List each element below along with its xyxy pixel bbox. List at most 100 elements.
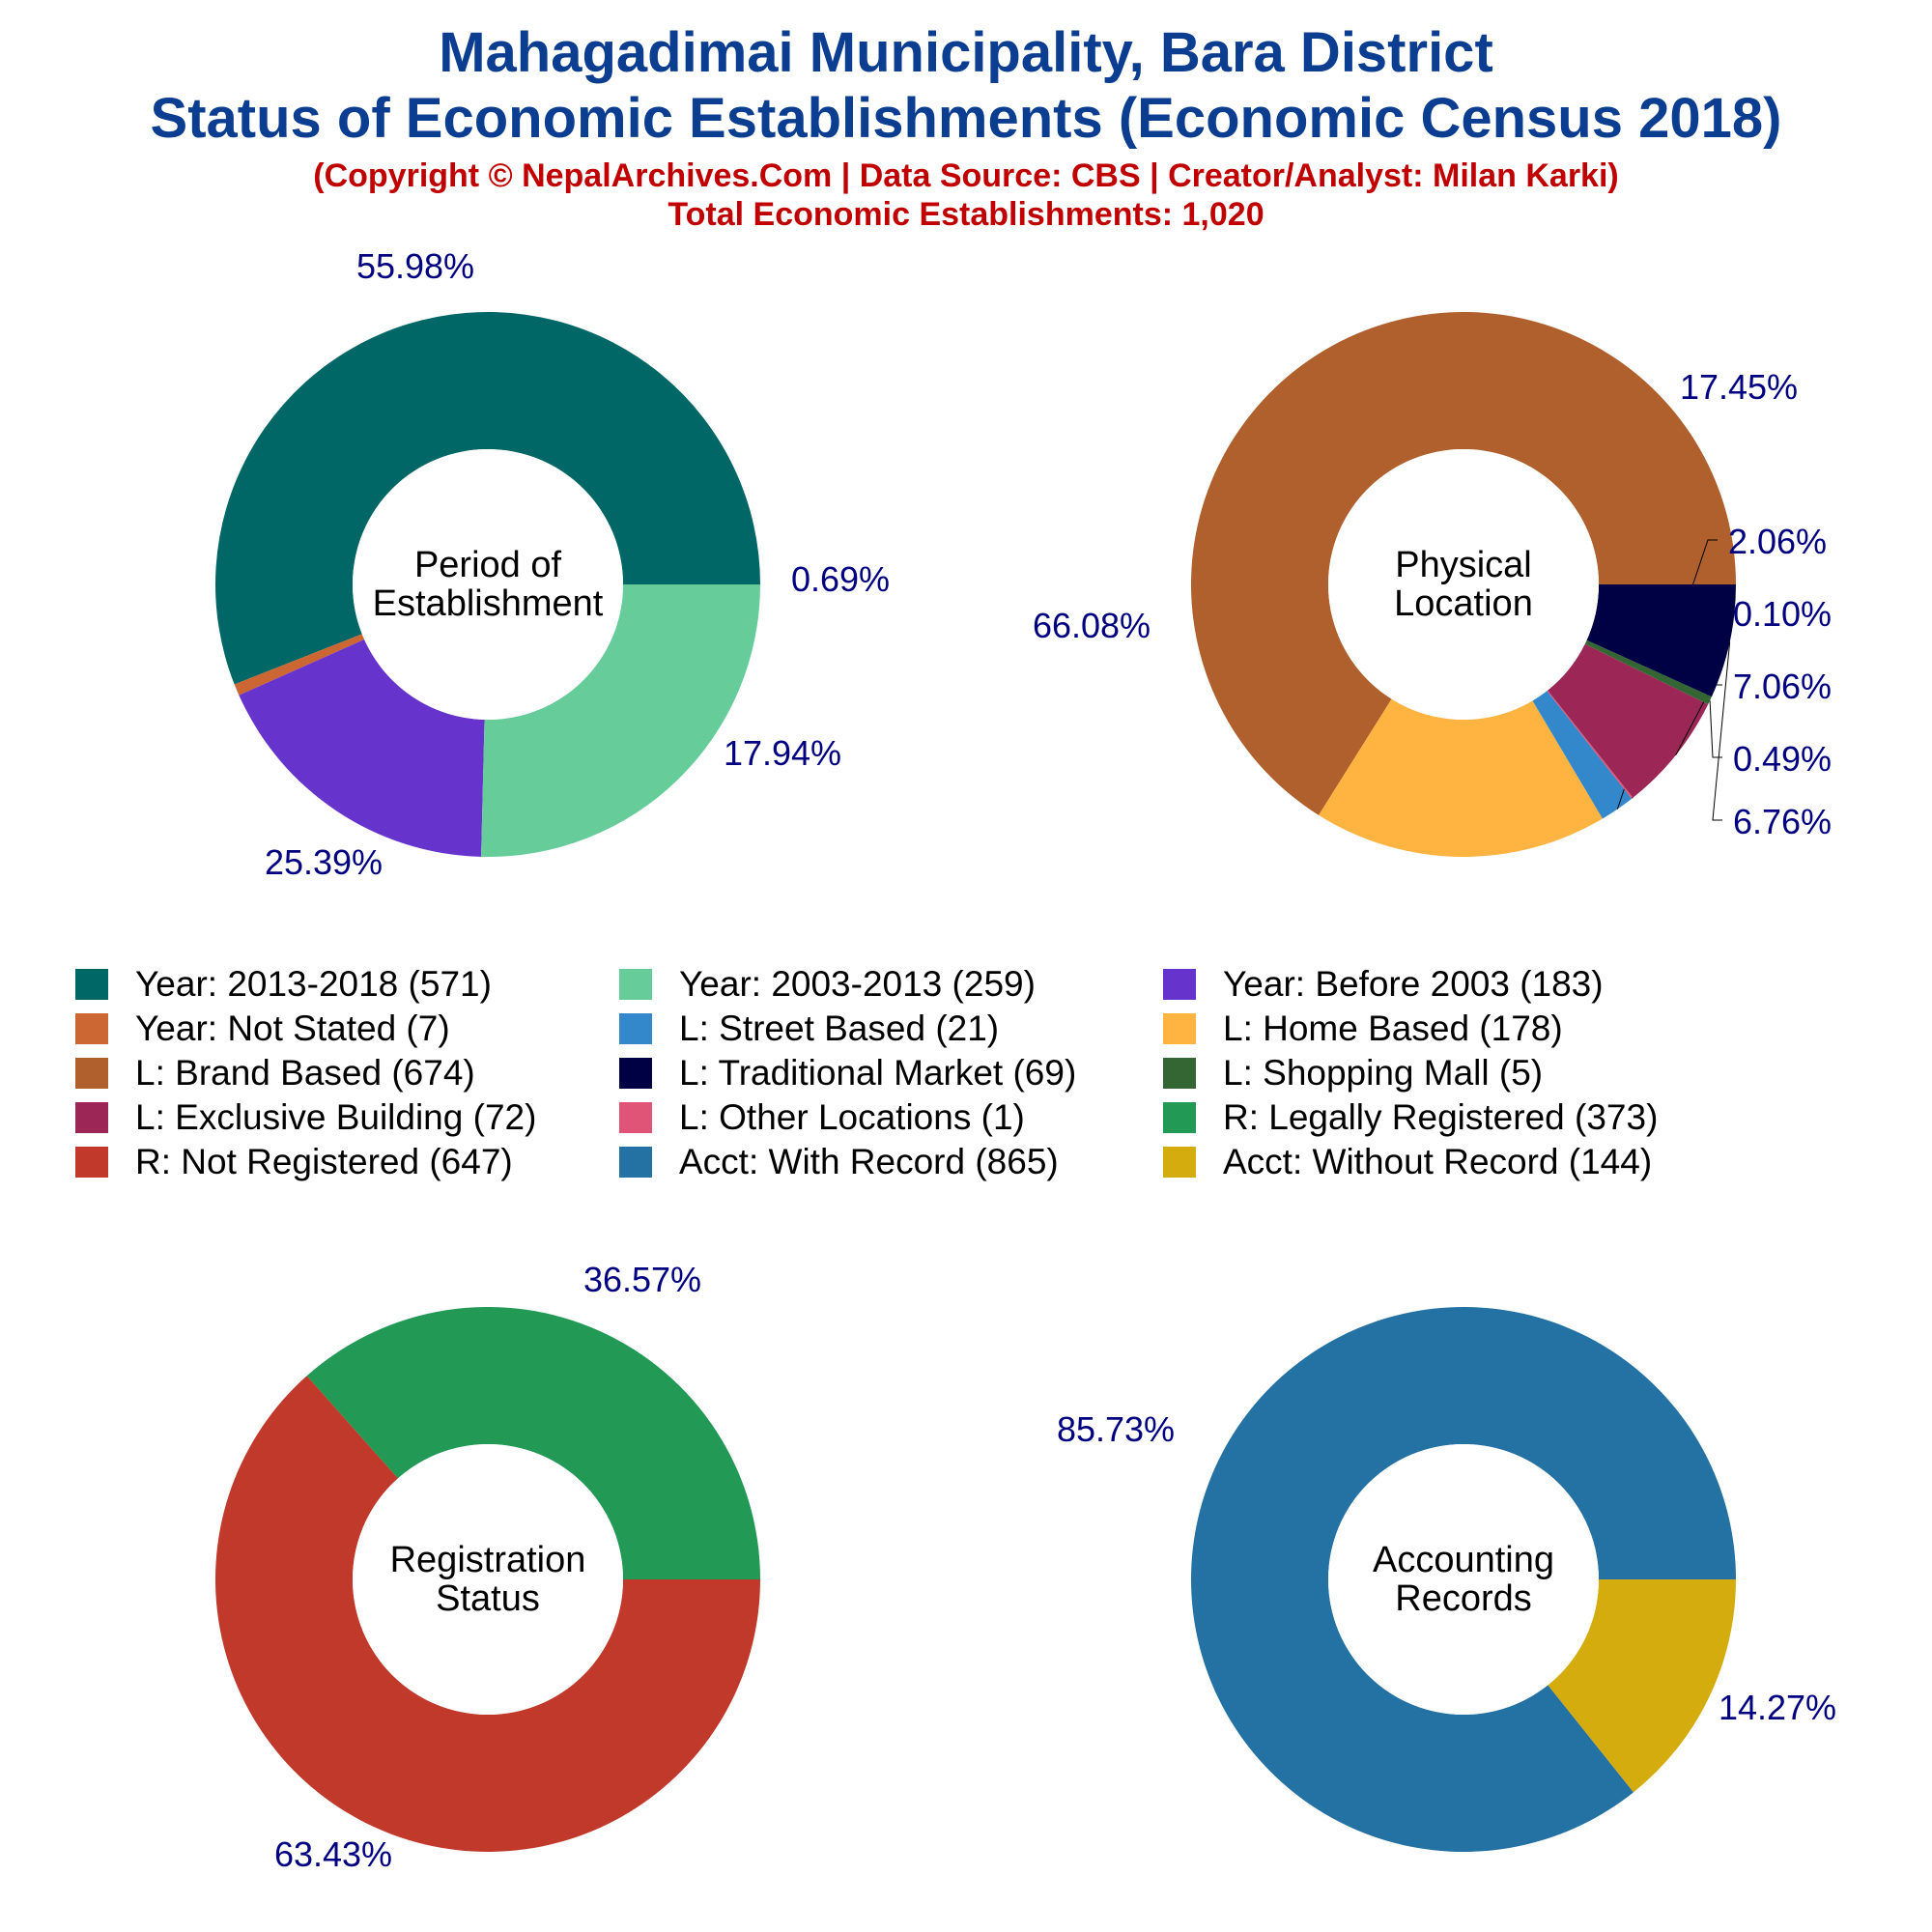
legend-row: R: Not Registered (647) Acct: With Record… [75,1140,1911,1184]
legend-swatch [619,1058,652,1089]
legend-item: L: Exclusive Building (72) [75,1097,619,1138]
chart-title-line-1: Mahagadimai Municipality, Bara District [439,21,1493,84]
legend-label: Acct: Without Record (144) [1223,1142,1653,1181]
donut-slice [1319,698,1603,857]
legend-item: Year: Before 2003 (183) [1163,964,1707,1005]
legend-item: Year: 2013-2018 (571) [75,964,619,1005]
center-label: Location [1394,583,1533,624]
legend-swatch [75,1013,108,1044]
legend-swatch [619,1147,652,1178]
data-label: 25.39% [265,842,383,882]
legend-label: Year: 2003-2013 (259) [679,964,1036,1004]
legend-label: R: Legally Registered (373) [1223,1097,1659,1137]
total-establishments: Total Economic Establishments: 1,020 [668,196,1264,233]
legend-item: Year: 2003-2013 (259) [619,964,1163,1005]
legend-swatch [619,969,652,1000]
data-label: 2.06% [1728,522,1827,561]
legend-label: L: Shopping Mall (5) [1223,1053,1544,1093]
legend-item: L: Shopping Mall (5) [1163,1053,1707,1094]
data-label: 0.10% [1733,594,1832,634]
legend-item: R: Legally Registered (373) [1163,1097,1707,1138]
donut-slice [1532,691,1633,819]
donut-chart: 55.98% 0.69% 17.94% 25.39% Period ofEstablis… [214,246,890,882]
legend-label: Year: 2013-2018 (571) [135,964,492,1004]
donut-slice [214,311,760,685]
data-label: 17.94% [724,733,841,773]
legend-swatch [1163,969,1196,1000]
legend-item: L: Home Based (178) [1163,1009,1707,1049]
chart-subtitle: (Copyright © NepalArchives.Com | Data So… [313,157,1619,194]
donut-slice [1191,1307,1736,1852]
donut-slice [1548,643,1709,798]
donut-slice [1191,312,1736,815]
legend-label: Year: Before 2003 (183) [1223,964,1604,1004]
chart-title-line-2: Status of Economic Establishments (Econo… [150,87,1782,150]
donut-slice [234,634,365,696]
legend-item: Acct: Without Record (144) [1163,1142,1707,1182]
legend-swatch [75,1058,108,1089]
legend-label: L: Exclusive Building (72) [135,1097,537,1137]
legend-label: L: Other Locations (1) [679,1097,1025,1137]
data-label: 6.76% [1733,802,1832,841]
data-label: 36.57% [583,1260,701,1299]
legend-label: Year: Not Stated (7) [135,1009,450,1048]
donut-slice [239,639,485,857]
legend-swatch [75,1147,108,1178]
donut-hole [353,449,623,720]
legend-row: Year: Not Stated (7) L: Street Based (21)… [75,1007,1911,1051]
donut-slice [1547,690,1634,799]
legend-row: L: Exclusive Building (72) L: Other Locat… [75,1095,1911,1140]
legend-label: L: Traditional Market (69) [679,1053,1077,1093]
legend-label: R: Not Registered (647) [135,1142,513,1181]
legend-item: Year: Not Stated (7) [75,1009,619,1049]
legend-swatch [619,1102,652,1133]
legend-swatch [75,1102,108,1133]
legend-swatch [75,969,108,1000]
leader-line [1709,700,1722,758]
legend-label: L: Street Based (21) [679,1009,1000,1048]
donut-hole [1328,1444,1599,1715]
legend-item: Acct: With Record (865) [619,1142,1163,1182]
center-label: Physical [1395,545,1532,585]
center-label: Establishment [373,583,604,624]
legend-label: L: Home Based (178) [1223,1009,1563,1048]
legend-item: L: Street Based (21) [619,1009,1163,1049]
legend-swatch [1163,1013,1196,1044]
legend-swatch [1163,1147,1196,1178]
donut-slice [481,584,760,857]
legend-row: Year: 2013-2018 (571) Year: 2003-2013 (25… [75,962,1911,1007]
legend-swatch [1163,1058,1196,1089]
center-label: Registration [390,1540,586,1580]
data-label: 7.06% [1733,667,1832,706]
data-label: 0.49% [1733,739,1832,779]
donut-slice [1548,1579,1736,1793]
center-label: Period of [414,545,562,585]
center-label: Records [1395,1578,1532,1619]
legend-swatch [1163,1102,1196,1133]
legend-item: R: Not Registered (647) [75,1142,619,1182]
donut-slice [1586,584,1736,697]
legend-item: L: Other Locations (1) [619,1097,1163,1138]
legend-label: L: Brand Based (674) [135,1053,475,1093]
data-label: 85.73% [1057,1409,1175,1449]
donut-hole [1328,449,1599,720]
donut-slice [1584,639,1712,705]
data-label: 0.69% [791,559,890,599]
legend-item: L: Brand Based (674) [75,1053,619,1094]
legend-row: L: Brand Based (674) L: Traditional Marke… [75,1051,1911,1095]
data-label: 17.45% [1680,367,1798,407]
center-label: Status [436,1578,540,1619]
legend-item: L: Traditional Market (69) [619,1053,1163,1094]
leader-line [1712,641,1731,821]
donut-slice [215,1376,761,1852]
donut-chart: 66.08% 17.45% 2.06% 0.10% 7.06% 0.49% 6.76% Phy… [1033,312,1832,857]
center-label: Accounting [1373,1540,1554,1580]
donut-slice [306,1306,760,1579]
legend: Year: 2013-2018 (571) Year: 2003-2013 (25… [75,962,1911,1184]
data-label: 14.27% [1719,1688,1836,1727]
data-label: 63.43% [274,1834,392,1874]
data-label: 66.08% [1033,606,1151,645]
